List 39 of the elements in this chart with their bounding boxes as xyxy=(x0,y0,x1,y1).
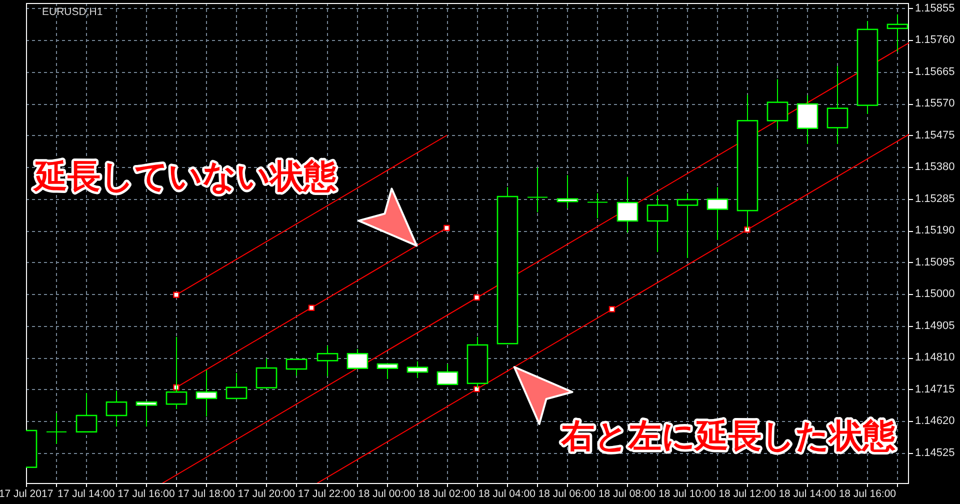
y-tick-label: 1.14905 xyxy=(915,320,955,332)
x-tick-label: 17 Jul 18:00 xyxy=(178,488,236,500)
x-tick-label: 18 Jul 14:00 xyxy=(778,488,836,500)
y-tick-label: 1.14620 xyxy=(915,415,955,428)
y-tick-label: 1.15190 xyxy=(915,224,955,237)
x-tick-label: 17 Jul 2017 xyxy=(0,488,54,500)
y-tick-label: 1.15000 xyxy=(915,288,955,300)
point xyxy=(173,292,180,298)
chart-title: EURUSD,H1 xyxy=(42,6,103,18)
y-tick-label: 1.15855 xyxy=(915,2,955,14)
x-tick-label: 18 Jul 10:00 xyxy=(658,488,716,500)
point xyxy=(474,386,480,392)
x-tick-label: 18 Jul 12:00 xyxy=(718,488,776,500)
point xyxy=(308,304,315,311)
x-tick-label: 18 Jul 04:00 xyxy=(478,488,536,500)
x-tick-label: 18 Jul 08:00 xyxy=(598,488,656,500)
x-tick-label: 17 Jul 20:00 xyxy=(238,488,296,500)
y-tick-label: 1.15665 xyxy=(915,66,955,78)
x-tick-label: 17 Jul 22:00 xyxy=(298,488,356,500)
x-tick-label: 17 Jul 16:00 xyxy=(118,488,175,500)
x-tick-label: 17 Jul 14:00 xyxy=(57,488,115,500)
point xyxy=(608,306,616,312)
x-tick-label: 18 Jul 00:00 xyxy=(358,488,416,500)
y-tick-label: 1.14525 xyxy=(915,446,955,459)
annotation: 右と左に延長した状態 xyxy=(560,416,896,456)
y-tick-label: 1.15570 xyxy=(915,98,955,110)
y-tick-label: 1.15285 xyxy=(915,192,955,205)
y-tick-label: 1.15380 xyxy=(915,161,955,174)
annotation: 延長していない状態 xyxy=(32,156,337,196)
point xyxy=(444,224,450,232)
x-tick-label: 18 Jul 06:00 xyxy=(538,488,596,500)
x-tick-label: 18 Jul 02:00 xyxy=(418,488,476,500)
y-tick-label: 1.15760 xyxy=(915,34,955,46)
y-tick-label: 1.14715 xyxy=(915,383,955,396)
point xyxy=(474,294,480,301)
y-tick-label: 1.15095 xyxy=(915,256,955,268)
y-tick-label: 1.14810 xyxy=(915,352,955,364)
y-tick-label: 1.15475 xyxy=(915,129,955,142)
x-tick-label: 18 Jul 16:00 xyxy=(838,488,896,500)
